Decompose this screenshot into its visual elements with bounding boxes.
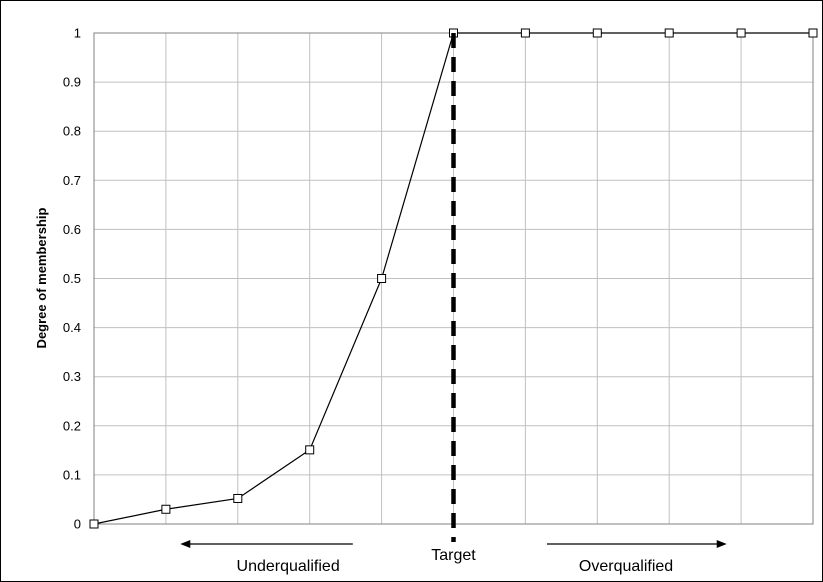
- overqualified-label: Overqualified: [579, 558, 673, 575]
- y-tick-label: 0.2: [63, 418, 81, 433]
- y-tick-label: 1: [74, 26, 81, 41]
- data-point-marker: [377, 274, 387, 283]
- y-tick-label: 0.1: [63, 467, 81, 482]
- y-tick-label: 0: [74, 517, 81, 532]
- overqualified-arrow: [546, 540, 727, 548]
- target-label: Target: [431, 547, 476, 564]
- y-tick-label: 0.4: [63, 320, 81, 335]
- data-point-marker: [808, 28, 818, 38]
- y-axis-tick-labels: 0 0.1 0.2 0.3 0.4 0.5 0.6 0.7 0.8 0.9 1: [63, 26, 81, 532]
- data-point-marker: [520, 28, 530, 38]
- data-point-marker: [736, 28, 746, 38]
- data-point-marker: [664, 28, 674, 38]
- y-tick-label: 0.5: [63, 271, 81, 286]
- underqualified-arrow-head: [180, 540, 191, 548]
- data-point-marker: [161, 504, 171, 514]
- underqualified-label: Underqualified: [237, 558, 340, 575]
- y-tick-label: 0.6: [63, 222, 81, 237]
- data-point-marker: [233, 493, 243, 503]
- underqualified-arrow: [180, 540, 353, 548]
- y-tick-label: 0.8: [63, 124, 81, 139]
- y-tick-label: 0.7: [63, 173, 81, 188]
- overqualified-arrow-head: [716, 540, 727, 548]
- data-point-marker: [305, 445, 315, 455]
- y-tick-label: 0.3: [63, 369, 81, 384]
- y-tick-label: 0.9: [63, 75, 81, 90]
- data-point-marker: [592, 28, 602, 38]
- y-axis-title: Degree of membership: [34, 208, 49, 349]
- data-point-marker: [89, 519, 99, 529]
